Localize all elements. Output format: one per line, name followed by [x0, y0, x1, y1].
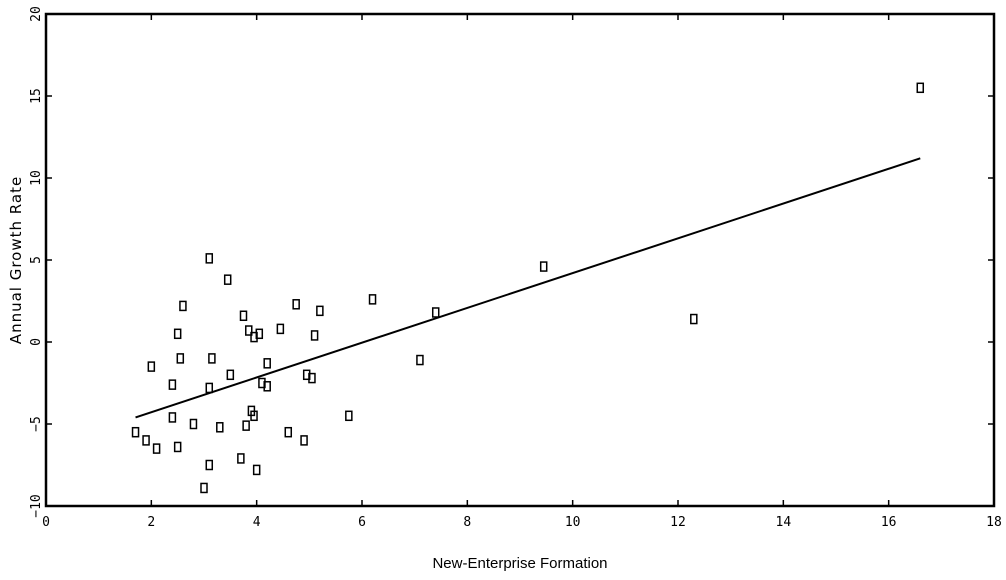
data-point	[292, 299, 300, 310]
y-tick-label: −5	[29, 416, 44, 432]
data-point	[300, 435, 308, 446]
data-point	[176, 353, 185, 364]
y-tick-label: 20	[29, 6, 44, 22]
data-point	[205, 459, 214, 471]
y-tick-label: 0	[29, 338, 44, 346]
x-axis-title: New-Enterprise Formation	[432, 555, 607, 572]
data-point	[690, 313, 698, 325]
x-tick-label: 10	[565, 515, 581, 530]
data-point	[205, 253, 214, 264]
data-point	[242, 420, 250, 431]
x-tick-label: 6	[358, 515, 366, 530]
data-point	[263, 381, 271, 392]
y-tick-label: 5	[29, 256, 44, 264]
y-tick-label: 15	[29, 88, 44, 104]
data-point	[200, 482, 208, 494]
data-point	[226, 369, 235, 381]
data-point	[431, 307, 440, 318]
data-point	[245, 325, 253, 336]
data-point	[142, 435, 150, 446]
data-points	[131, 82, 925, 494]
data-point	[252, 464, 261, 476]
data-point	[239, 310, 248, 322]
x-tick-label: 14	[776, 515, 792, 530]
data-point	[345, 410, 353, 422]
axis-ticks: 0 2 4 6 8 10 12 14 16 18 −10 −5 0 5 10 15 20	[29, 6, 1002, 530]
plot-area	[44, 12, 996, 508]
data-point	[189, 418, 198, 430]
x-tick-label: 0	[42, 515, 50, 530]
data-point	[276, 323, 285, 335]
trend-line	[135, 157, 921, 419]
data-point	[539, 261, 548, 272]
data-point	[223, 274, 232, 285]
data-point	[308, 372, 316, 384]
data-point	[131, 426, 140, 438]
data-point	[147, 361, 156, 372]
data-point	[152, 443, 161, 454]
data-point	[316, 305, 324, 317]
x-tick-label: 12	[670, 515, 686, 530]
data-point	[916, 82, 925, 94]
x-tick-label: 4	[253, 515, 261, 530]
y-axis-title: Annual Growth Rate	[7, 176, 25, 344]
x-tick-label: 16	[881, 515, 897, 530]
y-tick-label: −10	[29, 494, 44, 517]
data-point	[168, 379, 177, 390]
data-point	[416, 354, 424, 366]
x-tick-label: 18	[986, 515, 1002, 530]
data-point	[255, 328, 264, 340]
y-tick-label: 10	[29, 170, 44, 186]
x-tick-label: 2	[147, 515, 155, 530]
data-point	[168, 412, 177, 423]
data-point	[284, 426, 293, 438]
data-point	[237, 453, 245, 464]
data-point	[216, 422, 224, 433]
data-point	[179, 300, 187, 312]
data-point	[263, 358, 271, 369]
data-point	[310, 330, 319, 341]
data-point	[368, 294, 377, 305]
x-tick-label: 8	[463, 515, 471, 530]
data-point	[250, 410, 258, 422]
data-point	[173, 441, 182, 453]
data-point	[208, 353, 216, 364]
data-point	[173, 328, 182, 340]
